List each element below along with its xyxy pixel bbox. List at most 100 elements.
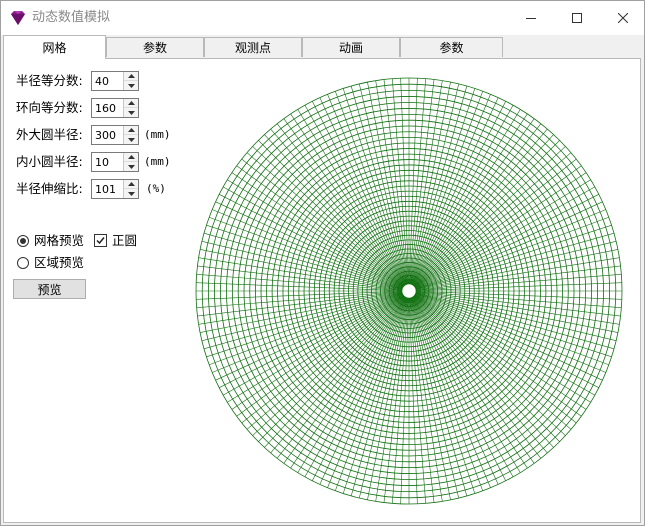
grid-spoke: [350, 297, 408, 497]
grid-spoke: [413, 296, 542, 459]
grid-spoke: [196, 290, 402, 300]
grid-preview-label: 网格预览: [34, 233, 85, 248]
inner-radius-input[interactable]: [92, 153, 123, 171]
grid-spoke: [276, 296, 405, 459]
inner-radius-unit: (mm): [144, 155, 171, 168]
spin-down-button[interactable]: [124, 135, 138, 144]
grid-spoke: [227, 294, 404, 403]
grid-spoke: [223, 186, 403, 288]
radial-divisions-label: 半径等分数:: [16, 73, 83, 88]
grid-spoke: [410, 82, 451, 285]
grid-spoke: [209, 293, 403, 366]
grid-spoke: [283, 118, 406, 286]
grid-spoke: [198, 291, 403, 325]
tab-observation-points[interactable]: 观测点: [204, 37, 302, 57]
grid-spoke: [410, 297, 476, 494]
minimize-button[interactable]: [508, 1, 554, 35]
grid-spoke: [227, 179, 404, 288]
grid-preview-radio[interactable]: [17, 235, 29, 247]
grid-spoke: [416, 291, 621, 317]
radial-stretch-spinner[interactable]: [91, 179, 139, 199]
triangle-up-icon: [127, 128, 135, 132]
grid-spoke: [383, 298, 409, 503]
grid-spoke: [327, 94, 407, 285]
grid-spoke: [200, 249, 403, 290]
outer-radius-unit: (mm): [144, 128, 171, 141]
spin-down-button[interactable]: [124, 162, 138, 171]
outer-radius-spinner[interactable]: [91, 125, 139, 145]
triangle-down-icon: [127, 164, 135, 169]
radial-divisions-input[interactable]: [92, 72, 123, 90]
grid-spoke: [197, 265, 402, 291]
grid-spoke: [215, 201, 403, 289]
spin-up-button[interactable]: [124, 99, 138, 108]
area-preview-radio[interactable]: [17, 257, 29, 269]
grid-spoke: [415, 216, 609, 289]
grid-spoke: [414, 152, 572, 287]
tab-grid[interactable]: 网格: [3, 35, 106, 59]
spin-up-button[interactable]: [124, 153, 138, 162]
grid-spoke: [416, 290, 622, 300]
radial-divisions-spinner[interactable]: [91, 71, 139, 91]
spin-up-button[interactable]: [124, 72, 138, 81]
grid-spoke: [412, 109, 521, 286]
outer-radius-input[interactable]: [92, 126, 123, 144]
tab-parameters-2[interactable]: 参数: [400, 37, 503, 57]
grid-spoke: [415, 292, 618, 333]
close-button[interactable]: [600, 1, 644, 35]
tab-parameters[interactable]: 参数: [106, 37, 204, 57]
grid-spoke: [383, 79, 409, 284]
grid-spoke: [264, 134, 405, 286]
inner-radius-label: 内小圆半径:: [16, 154, 83, 169]
grid-spoke: [412, 105, 514, 285]
grid-spoke: [203, 292, 403, 350]
grid-spoke: [415, 209, 606, 289]
grid-spoke: [391, 298, 409, 504]
grid-spoke: [411, 297, 499, 485]
grid-spoke: [270, 296, 405, 454]
grid-spoke: [223, 294, 403, 396]
grid-spoke: [411, 297, 506, 481]
spin-down-button[interactable]: [124, 81, 138, 90]
grid-spoke: [408, 298, 418, 504]
spin-up-button[interactable]: [124, 180, 138, 189]
tab-label: 动画: [338, 41, 363, 55]
grid-spoke: [297, 109, 406, 286]
grid-spoke: [334, 297, 407, 491]
title-bar: 动态数值模拟: [1, 1, 644, 35]
inner-hole: [401, 283, 417, 299]
window-title: 动态数值模拟: [32, 10, 111, 25]
grid-spoke: [410, 297, 468, 497]
grid-spoke: [367, 297, 408, 500]
perfect-circle-checkbox[interactable]: [94, 234, 107, 247]
spin-down-button[interactable]: [124, 189, 138, 198]
grid-spoke: [283, 296, 406, 464]
grid-spoke: [212, 293, 403, 373]
grid-spoke: [258, 295, 405, 442]
spinner-arrows: [123, 126, 138, 144]
grid-spoke: [415, 249, 618, 290]
grid-spoke: [415, 292, 617, 342]
circumferential-divisions-input[interactable]: [92, 99, 123, 117]
grid-spoke: [415, 201, 603, 289]
grid-spoke: [415, 293, 609, 366]
circumferential-divisions-spinner[interactable]: [91, 98, 139, 118]
grid-spoke: [412, 296, 535, 464]
grid-spoke: [358, 83, 408, 285]
grid-spoke: [319, 297, 407, 485]
triangle-up-icon: [127, 155, 135, 159]
grid-spoke: [409, 297, 443, 502]
spin-up-button[interactable]: [124, 126, 138, 135]
tab-strip: 网格 参数 观测点 动画 参数: [1, 35, 644, 59]
inner-radius-spinner[interactable]: [91, 152, 139, 172]
grid-spoke: [252, 146, 404, 287]
grid-spoke: [414, 172, 587, 288]
radial-stretch-input[interactable]: [92, 180, 123, 198]
maximize-button[interactable]: [554, 1, 600, 35]
grid-spoke: [415, 294, 595, 396]
tab-animation[interactable]: 动画: [302, 37, 400, 57]
preview-button[interactable]: 预览: [13, 279, 86, 299]
grid-spoke: [200, 292, 403, 333]
spin-down-button[interactable]: [124, 108, 138, 117]
grid-spoke: [297, 296, 406, 473]
